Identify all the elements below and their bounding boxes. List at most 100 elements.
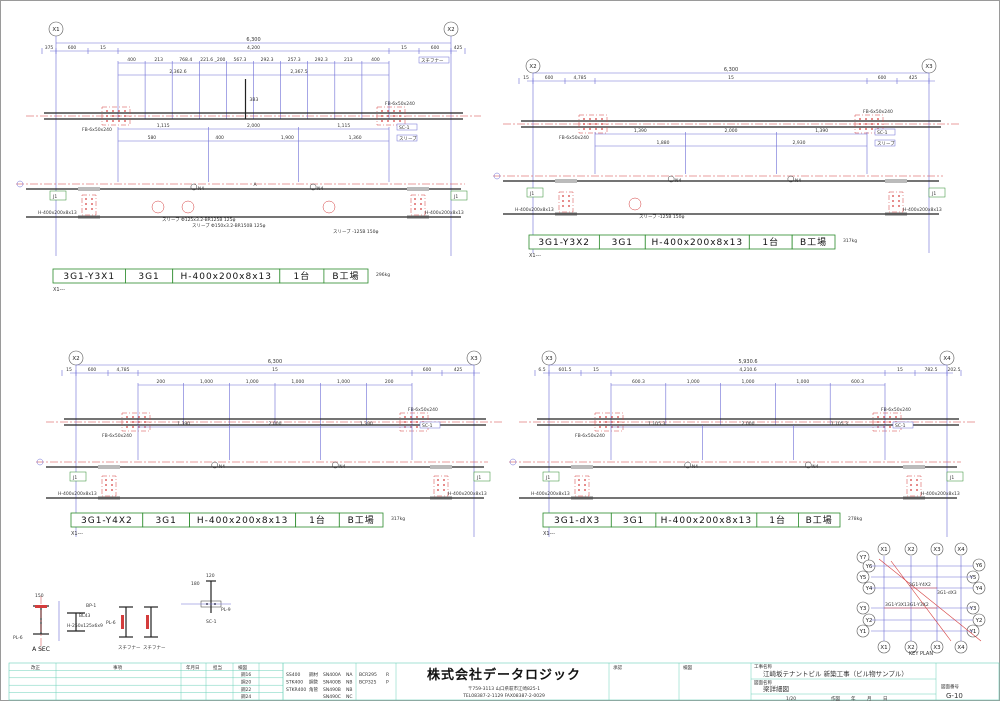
note-box — [418, 56, 450, 64]
section-label: A SEC — [32, 646, 50, 653]
lower-dim: 2,000 — [247, 123, 260, 129]
beam-drawing-3G1-Y3X2: X2 X3 6,300 15 600 4,785 15 600 425 FB-6x50x240 FB… — [493, 58, 959, 259]
bolt-hole — [91, 198, 93, 200]
bolt-hole — [138, 421, 140, 423]
drawn: 作図 — [831, 695, 840, 702]
end-plate — [906, 475, 922, 497]
fb-right: FB-6x50x240 — [863, 109, 893, 115]
bolt-hole — [399, 120, 401, 122]
bolt-hole — [601, 128, 603, 130]
section-note: 120 — [206, 573, 215, 579]
mat-mark: 鋼管 — [309, 678, 318, 685]
segment-dim: 15 — [593, 367, 599, 373]
sheet-number: G-10 — [946, 692, 963, 700]
bolt-hole — [898, 195, 900, 197]
key-label: 3G1-Y3X13G1-Y3X2 — [885, 602, 929, 608]
bolt-hole — [583, 123, 585, 125]
bolt-hole — [420, 208, 422, 210]
bolt-hole — [144, 416, 146, 418]
bolt-hole — [889, 416, 891, 418]
bolt-dim: 1,000 — [337, 379, 350, 385]
key-x-label: X1 — [880, 547, 887, 553]
key-x-top — [877, 542, 891, 556]
bolt-hole — [414, 208, 416, 210]
column-cap-left — [98, 465, 120, 469]
bolt-hole — [381, 120, 383, 122]
column-cap-left — [571, 465, 593, 469]
member-code: 3G1 — [623, 516, 644, 526]
bolt-dim: 1,000 — [246, 379, 259, 385]
key-y-label: Y5 — [969, 575, 977, 581]
bolt-hole — [393, 120, 395, 122]
bolt-hole — [562, 200, 564, 202]
bolt-hole — [106, 110, 108, 112]
column-cap-right — [407, 187, 429, 191]
splice-plate — [578, 114, 608, 134]
bolt-hole — [916, 479, 918, 481]
lower-dim2: 1,360 — [349, 135, 362, 141]
segment-dim: 600 — [68, 45, 77, 51]
bolt-hole — [595, 123, 597, 125]
joint-box — [473, 471, 491, 482]
note-box — [396, 123, 418, 131]
splice-plate — [376, 106, 406, 126]
segment-dim: 15 — [401, 45, 407, 51]
member-ref: X1--- — [543, 531, 555, 537]
grid-label: X3 — [545, 356, 553, 362]
sleeve-circle — [151, 200, 165, 214]
lower-note: スリーブ — [877, 140, 895, 147]
key-y-label: Y2 — [975, 618, 983, 624]
mat-mark: 鋼材 — [309, 671, 318, 678]
bolt-hole — [399, 115, 401, 117]
mat-code: SN400B — [323, 679, 341, 685]
lower-dim: 1,390 — [815, 128, 828, 134]
lower-note: SC-1 — [895, 423, 906, 429]
bolt-hole — [583, 118, 585, 120]
bolt-dim: 1,000 — [796, 379, 809, 385]
column-cap-left — [78, 187, 100, 191]
key-x-top — [904, 542, 918, 556]
bolt-hole — [578, 484, 580, 486]
bolt-hole — [889, 426, 891, 428]
bolt-hole — [562, 205, 564, 207]
lower-dim: 1,115 — [337, 123, 350, 129]
bolt-dim: 292.3 — [261, 57, 274, 63]
lower-dim2: 580 — [148, 135, 157, 141]
bolt-hole — [601, 118, 603, 120]
bolt-hole — [578, 479, 580, 481]
key-x-label: X3 — [933, 547, 941, 553]
joint-label: J1 — [453, 194, 458, 200]
drawing-label: 図面名称 — [754, 679, 772, 686]
segment-dim: 15 — [66, 367, 72, 373]
bolt-dim: 400 — [127, 57, 136, 63]
section-note: BP-1 — [86, 603, 96, 609]
bolt-hole — [437, 479, 439, 481]
grid-label: X1 — [52, 27, 59, 33]
fb-left: FB-6x50x240 — [82, 127, 112, 133]
stiffener-plate — [146, 615, 149, 629]
key-y-left — [856, 550, 870, 564]
beam-drawing-3G1-Y3X1: X1 X2 6,300 375 600 15 4,200 15 600 425 400 213 768.… — [16, 21, 481, 293]
lower-dim: 2,000 — [725, 128, 738, 134]
member-mark: 3B3 — [250, 97, 259, 103]
rev-header: 担当 — [213, 664, 222, 671]
company-name: 株式会社データロジック — [427, 667, 581, 683]
key-plan-title: KEY PLAN — [909, 651, 933, 657]
section-note: PL-6 — [13, 635, 23, 641]
bolt-hole — [138, 416, 140, 418]
joint-box — [928, 187, 946, 198]
mat-mark: 角管 — [309, 686, 318, 693]
bolt-dim: 1,000 — [200, 379, 213, 385]
end-plate — [433, 475, 449, 497]
lower-dim: 1,105.3 — [831, 421, 848, 427]
key-label: 3G1-dX3 — [937, 590, 957, 596]
section-mark: 鋼24 — [241, 693, 251, 700]
n-mark-circle — [211, 461, 218, 469]
date-d: 日 — [883, 696, 888, 702]
end-plate — [101, 475, 117, 497]
level-mark — [493, 172, 501, 180]
bolt-hole — [393, 110, 395, 112]
key-y-label: Y1 — [969, 629, 977, 635]
bolt-hole — [443, 484, 445, 486]
bolt-hole — [132, 426, 134, 428]
